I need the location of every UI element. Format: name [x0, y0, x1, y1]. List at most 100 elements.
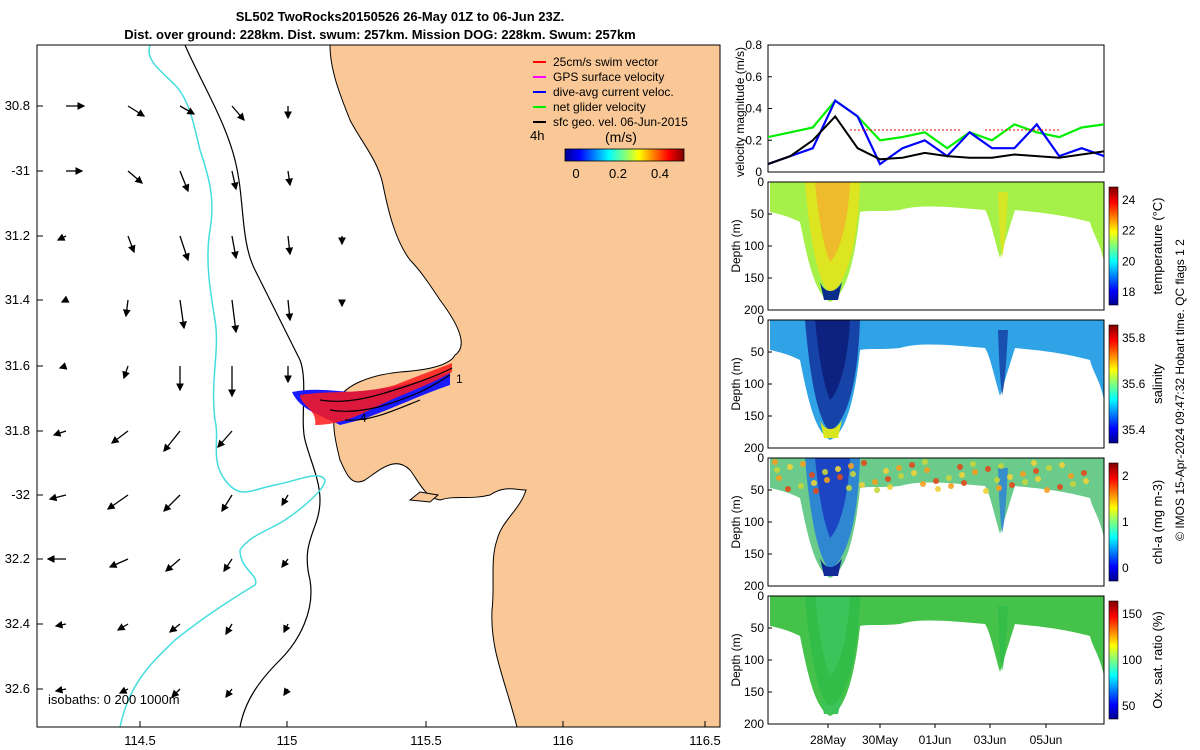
colorbar-unit: (m/s)	[605, 129, 637, 145]
map-xtick: 115.5	[410, 733, 442, 748]
date-tick: 01Jun	[919, 733, 952, 747]
velocity-series	[768, 114, 1104, 166]
island	[408, 491, 440, 503]
date-tick: 03Jun	[974, 733, 1007, 747]
depth-label: Depth (m)	[729, 357, 743, 410]
map-ytick: 31.6	[5, 358, 30, 373]
velocity-arrow	[231, 105, 245, 121]
velocity-arrow	[108, 558, 129, 568]
depth-tick: 200	[744, 579, 764, 593]
depth-tick: 200	[744, 303, 764, 317]
colorbar-tick: 35.4	[1122, 423, 1146, 437]
section-colorbar	[1108, 600, 1119, 720]
depth-tick: 200	[744, 441, 764, 455]
isobath-label: isobaths: 0 200 1000m	[48, 692, 180, 707]
velocity-axes	[767, 44, 1105, 173]
velocity-arrow	[127, 235, 136, 254]
track-marker-4: 4	[360, 411, 367, 425]
velocity-arrow	[60, 295, 70, 303]
map-ytick: 31.4	[5, 292, 30, 307]
land-area	[329, 45, 720, 727]
track-red	[300, 363, 452, 425]
velocity-arrow	[285, 170, 293, 187]
velocity-arrow	[127, 105, 146, 117]
velocity-arrow	[52, 429, 67, 437]
colorbar-label: chl-a (mg m-3)	[1150, 480, 1165, 565]
depth-tick: 0	[757, 451, 764, 465]
velocity-arrow	[127, 170, 143, 184]
footer-text: © IMOS 15-Apr-2024 09:47:32 Hobart time.…	[1173, 239, 1187, 541]
velocity-panel: 0 0.2 0.4 0.6 0.8 velocity magnitude (m/s)	[733, 38, 1105, 179]
date-tick: 30May	[862, 733, 898, 747]
velocity-arrow	[281, 558, 290, 569]
map-ytick: 32.6	[5, 681, 30, 696]
velocity-arrow	[165, 558, 181, 572]
velocity-arrow	[110, 430, 129, 444]
map-ytick: 30.8	[5, 98, 30, 113]
map-xtick: 115	[277, 733, 298, 748]
colorbar-tick: 22	[1122, 224, 1136, 238]
track-marker-1: 1	[456, 372, 463, 386]
velocity-arrow	[163, 430, 181, 453]
colorbar-tick: 50	[1122, 699, 1136, 713]
map-ytick: 32.4	[5, 616, 30, 631]
depth-tick: 50	[751, 345, 765, 359]
depth-tick: 50	[751, 483, 765, 497]
colorbar-tick: 2	[1122, 469, 1129, 483]
colorbar-tick: 150	[1122, 607, 1142, 621]
date-tick: 05Jun	[1030, 733, 1063, 747]
velocity-arrow	[106, 494, 129, 510]
colorbar-tick: 18	[1122, 285, 1136, 299]
map-xtick: 116	[553, 733, 574, 748]
velocity-series	[768, 98, 1104, 166]
title-line-2: Dist. over ground: 228km. Dist. swum: 25…	[124, 27, 636, 42]
velocity-arrow	[225, 688, 234, 699]
velocity-arrow	[225, 623, 233, 636]
depth-tick: 150	[744, 271, 764, 285]
section-panel: 0 50 100 150 200 Depth (m) 50 100 150 Ox. sat. ra…	[729, 589, 1165, 731]
velocity-ytick: 0.8	[745, 38, 762, 52]
map-ytick: 32.2	[5, 551, 30, 566]
section-panel: 0 50 100 150 200 Depth (m) 0 1 2 chl-a (mg m-3)	[729, 451, 1165, 593]
velocity-arrow	[116, 623, 129, 631]
velocity-arrow	[179, 299, 187, 330]
section-panel: 0 50 100 150 200 Depth (m) 35.4 35.6 35.8 salinit…	[729, 313, 1165, 455]
velocity-arrow	[221, 494, 233, 513]
colorbar-label: Ox. sat. ratio (%)	[1150, 611, 1165, 709]
colorbar-tick: 1	[1122, 515, 1129, 529]
velocity-series	[768, 99, 1104, 150]
depth-tick: 100	[744, 515, 764, 529]
depth-tick: 150	[744, 409, 764, 423]
colorbar-label: temperature (°C)	[1150, 198, 1165, 295]
colorbar-tick: 100	[1122, 653, 1142, 667]
colorbar-label: salinity	[1150, 364, 1165, 404]
velocity-ytick: 0.4	[745, 102, 762, 116]
map-ytick: 31.8	[5, 423, 30, 438]
velocity-arrow	[118, 686, 129, 694]
depth-label: Depth (m)	[729, 495, 743, 548]
colorbar-tick: 35.6	[1122, 377, 1146, 391]
depth-tick: 150	[744, 547, 764, 561]
velocity-arrow	[179, 105, 196, 115]
depth-tick: 100	[744, 377, 764, 391]
depth-label: Depth (m)	[729, 633, 743, 686]
depth-label: Depth (m)	[729, 219, 743, 272]
isobath-1000	[184, 45, 321, 727]
legend-label: net glider velocity	[553, 100, 646, 114]
velocity-arrow	[122, 299, 131, 318]
colorbar-tick: 0	[1122, 561, 1129, 575]
velocity-ytick: 0.2	[745, 133, 762, 147]
velocity-arrows	[46, 102, 346, 699]
velocity-arrow	[48, 493, 67, 502]
section-panel: 0 50 100 150 200 Depth (m) 18 20 22 24 temperature…	[729, 175, 1165, 317]
date-tick: 28May	[810, 733, 846, 747]
section-colorbar	[1108, 324, 1119, 444]
depth-tick: 200	[744, 717, 764, 731]
depth-tick: 100	[744, 239, 764, 253]
title-line-1: SL502 TwoRocks20150526 26-May 01Z to 06-…	[236, 9, 565, 24]
section-colorbar	[1108, 186, 1119, 306]
depth-tick: 50	[751, 621, 765, 635]
velocity-arrow	[283, 623, 291, 634]
